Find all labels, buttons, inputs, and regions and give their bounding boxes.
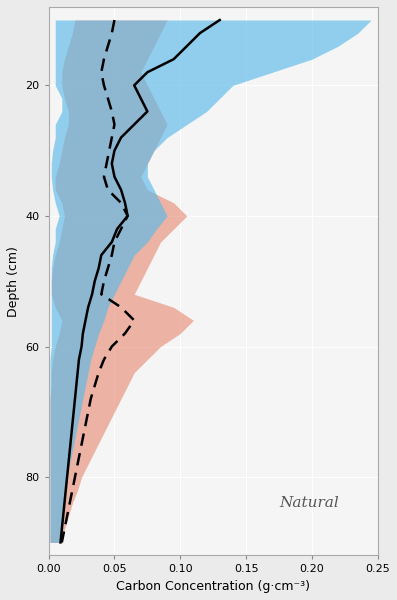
Y-axis label: Depth (cm): Depth (cm) [7, 246, 20, 317]
Text: Natural: Natural [279, 496, 339, 510]
X-axis label: Carbon Concentration (g·cm⁻³): Carbon Concentration (g·cm⁻³) [116, 580, 310, 593]
